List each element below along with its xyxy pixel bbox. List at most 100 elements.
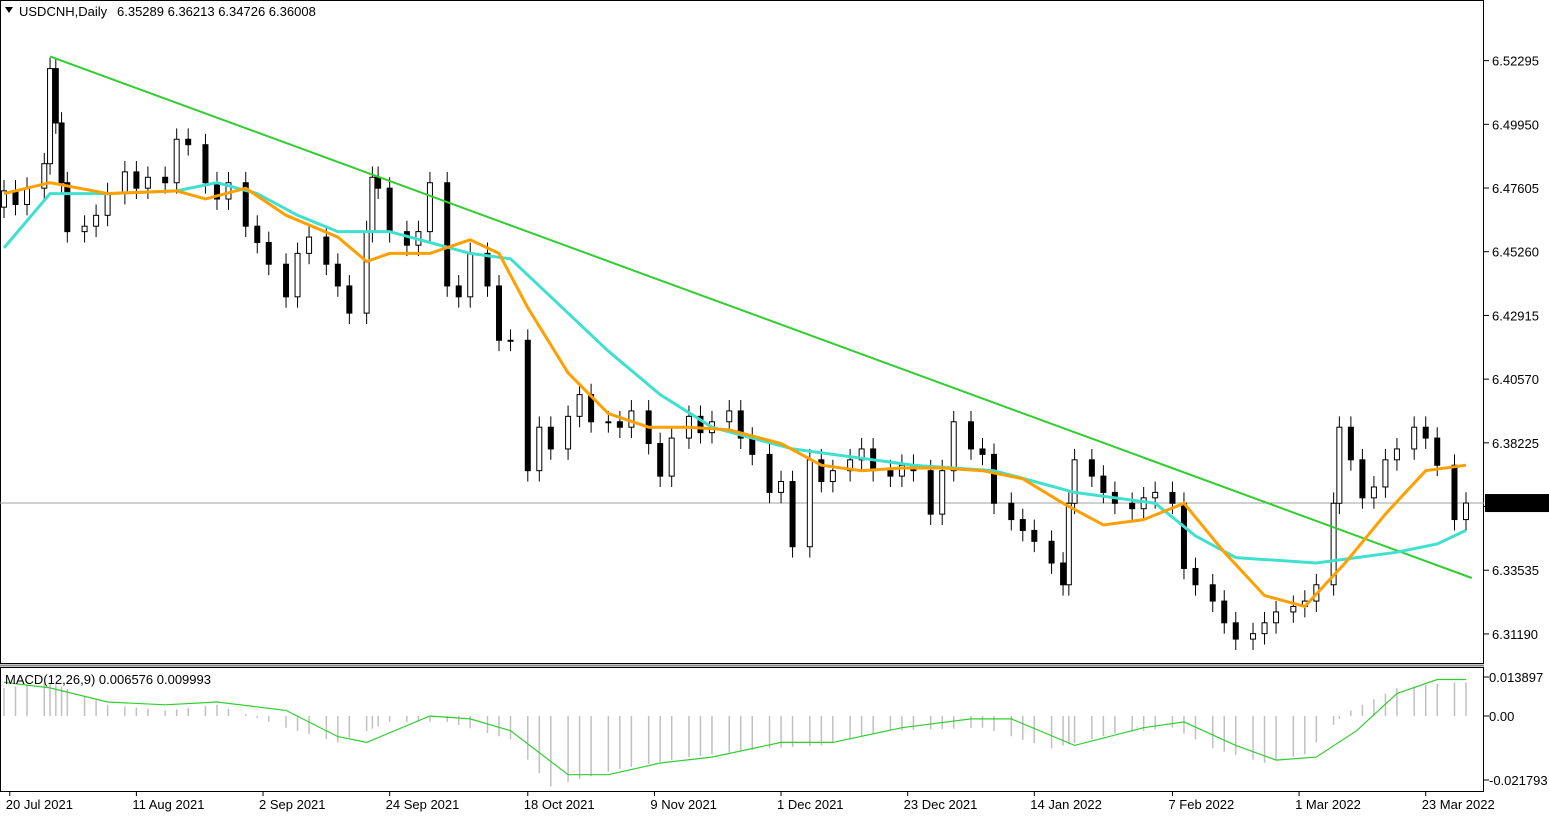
candle[interactable] [1261,611,1268,645]
price-pane[interactable] [0,0,1484,664]
candle[interactable] [847,448,854,482]
candle[interactable] [1071,448,1078,515]
candle[interactable] [939,459,946,526]
candle[interactable] [254,215,261,254]
candle[interactable] [737,400,744,449]
date-tick-label: 1 Mar 2022 [1295,797,1361,812]
candle[interactable] [950,410,957,482]
candle[interactable] [47,57,54,175]
candle[interactable] [93,204,100,238]
candle[interactable] [484,242,491,297]
candle[interactable] [1330,492,1337,596]
candle[interactable] [1019,508,1026,542]
candle[interactable] [334,253,341,297]
candle[interactable] [668,427,675,487]
candle[interactable] [455,275,462,308]
candle[interactable] [81,215,88,243]
price-tick-label: 6.38225 [1492,436,1539,451]
candle[interactable] [536,416,543,482]
moving-average-fast [3,181,1467,609]
candle[interactable] [1129,492,1136,520]
date-axis: 20 Jul 2021 11 Aug 2021 2 Sep 2021 24 Sep 2… [6,791,1495,812]
candle[interactable] [41,152,48,200]
candle[interactable] [283,253,290,308]
candle[interactable] [789,470,796,558]
candle[interactable] [806,448,813,558]
macd-tick-label: 0.013897 [1489,670,1543,685]
candle[interactable] [507,329,514,352]
candle[interactable] [265,231,272,276]
candle[interactable] [363,220,370,324]
candle[interactable] [144,166,151,200]
candle[interactable] [294,242,301,308]
date-tick-label: 2 Sep 2021 [259,797,326,812]
macd-pane[interactable] [0,667,1484,792]
candle[interactable] [1088,448,1095,487]
candle[interactable] [1290,595,1297,623]
candle[interactable] [1,180,7,219]
candle[interactable] [1273,601,1280,634]
macd-axis: 0.013897 0.00 -0.021793 [1484,670,1548,788]
candle[interactable] [1336,416,1343,515]
candle[interactable] [991,443,998,515]
candle[interactable] [58,112,65,194]
candle[interactable] [967,410,974,460]
candle[interactable] [1209,573,1216,612]
candle[interactable] [576,383,583,428]
candle[interactable] [1382,448,1389,498]
candle[interactable] [1192,557,1199,596]
dropdown-triangle-icon[interactable] [5,7,13,13]
candle[interactable] [524,329,531,482]
candle[interactable] [858,438,865,471]
candle[interactable] [697,405,704,444]
candle[interactable] [1370,476,1377,509]
candle[interactable] [778,470,785,504]
candle[interactable] [1250,622,1257,650]
candle[interactable] [1411,416,1418,460]
candle[interactable] [444,171,451,297]
candle[interactable] [1048,530,1055,574]
price-tick-label: 6.45260 [1492,245,1539,260]
candle[interactable] [1065,492,1072,596]
candle[interactable] [173,128,180,194]
last-price-badge [1485,494,1549,513]
candle[interactable] [52,57,59,134]
price-axis: 6.52295 6.49950 6.47605 6.45260 6.42915 6.405… [1484,54,1539,642]
candle[interactable] [726,400,733,433]
candle[interactable] [323,226,330,276]
candle[interactable] [1232,611,1239,650]
candle[interactable] [242,171,249,238]
candle[interactable] [616,410,623,439]
candle[interactable] [1359,448,1366,509]
candle[interactable] [979,438,986,466]
candle[interactable] [496,275,503,352]
candle[interactable] [64,171,71,243]
candle[interactable] [547,416,554,460]
candle[interactable] [927,459,934,526]
candle[interactable] [565,405,572,460]
candle[interactable] [1347,416,1354,471]
candle[interactable] [306,226,313,265]
trendline[interactable] [49,55,1473,579]
candle[interactable] [657,432,664,487]
candle[interactable] [887,459,894,487]
candle[interactable] [898,454,905,487]
candle[interactable] [818,448,825,493]
candle[interactable] [162,166,169,194]
candle[interactable] [1008,492,1015,531]
candle[interactable] [1393,438,1400,471]
price-tick-label: 6.31190 [1492,627,1538,642]
candle[interactable] [766,443,773,504]
candle[interactable] [1221,590,1228,634]
candle[interactable] [185,128,192,156]
candle[interactable] [1060,552,1067,596]
candle[interactable] [426,171,433,243]
candle[interactable] [1031,519,1038,553]
candle[interactable] [1422,416,1429,449]
candle[interactable] [346,275,353,324]
candle[interactable] [1463,492,1469,531]
candle[interactable] [829,459,836,493]
date-tick-label: 1 Dec 2021 [777,797,844,812]
date-tick-label: 11 Aug 2021 [132,797,204,812]
